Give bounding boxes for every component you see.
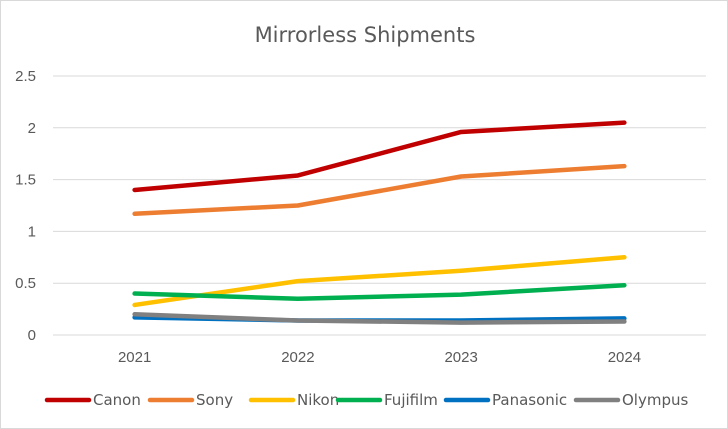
x-tick-label: 2024 [608, 349, 641, 366]
y-axis-ticks: 0 0.5 1 1.5 2 2.5 [15, 68, 36, 344]
legend-label: Olympus [622, 391, 688, 409]
series-line-olympus [132, 312, 627, 325]
series-line-fujifilm [132, 283, 627, 301]
legend: Canon Sony Nikon Fujifilm Panasonic Olympus [44, 391, 688, 409]
x-axis-ticks: 2021 2022 2023 2024 [118, 349, 641, 366]
legend-item-fujifilm: Fujifilm [335, 391, 438, 409]
legend-item-sony: Sony [147, 391, 233, 409]
legend-item-olympus: Olympus [573, 391, 688, 409]
series-line-canon [132, 120, 627, 193]
series-line-nikon [132, 255, 627, 308]
chart-title: Mirrorless Shipments [255, 23, 476, 47]
legend-label: Sony [196, 391, 233, 409]
legend-item-panasonic: Panasonic [443, 391, 567, 409]
gridlines [53, 75, 706, 336]
legend-label: Fujifilm [384, 391, 438, 409]
legend-item-canon: Canon [44, 391, 141, 409]
x-tick-label: 2023 [444, 349, 477, 366]
legend-item-nikon: Nikon [248, 391, 339, 409]
y-tick-label: 2.5 [15, 68, 36, 85]
y-tick-label: 0 [28, 327, 36, 344]
series-line-sony [132, 163, 627, 217]
x-tick-label: 2022 [281, 349, 314, 366]
legend-label: Nikon [297, 391, 339, 409]
x-tick-label: 2021 [118, 349, 151, 366]
legend-label: Panasonic [492, 391, 567, 409]
y-tick-label: 1 [28, 223, 36, 240]
y-tick-label: 1.5 [15, 172, 36, 189]
series-lines [132, 120, 627, 325]
legend-label: Canon [93, 391, 141, 409]
y-tick-label: 0.5 [15, 275, 36, 292]
y-tick-label: 2 [28, 120, 36, 137]
